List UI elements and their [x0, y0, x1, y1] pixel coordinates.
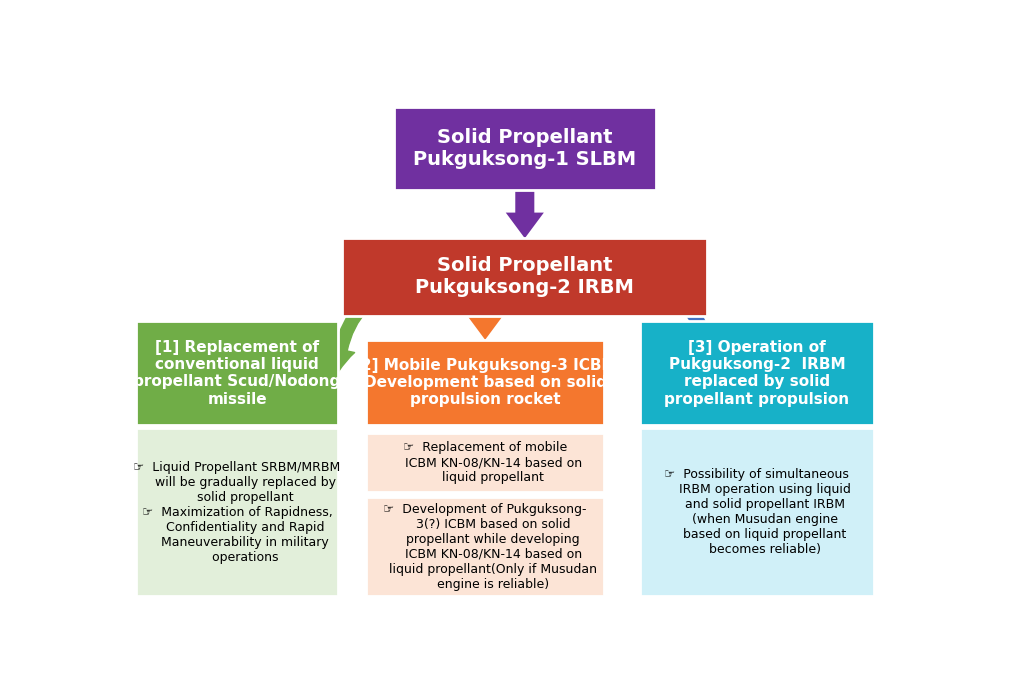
- FancyBboxPatch shape: [136, 428, 338, 596]
- Text: ☞  Development of Pukguksong-
    3(?) ICBM based on solid
    propellant while : ☞ Development of Pukguksong- 3(?) ICBM b…: [373, 503, 597, 591]
- Text: Solid Propellant
Pukguksong-2 IRBM: Solid Propellant Pukguksong-2 IRBM: [416, 257, 634, 298]
- Text: Solid Propellant
Pukguksong-1 SLBM: Solid Propellant Pukguksong-1 SLBM: [414, 128, 636, 169]
- Polygon shape: [506, 190, 544, 238]
- FancyArrowPatch shape: [328, 272, 410, 372]
- Text: ☞  Possibility of simultaneous
    IRBM operation using liquid
    and solid pro: ☞ Possibility of simultaneous IRBM opera…: [663, 468, 851, 556]
- FancyBboxPatch shape: [367, 433, 604, 492]
- FancyBboxPatch shape: [640, 428, 873, 596]
- FancyBboxPatch shape: [367, 498, 604, 596]
- Text: [1] Replacement of
conventional liquid
propellant Scud/Nodong
missile: [1] Replacement of conventional liquid p…: [133, 339, 341, 407]
- Text: [2] Mobile Pukguksong-3 ICBM
Development based on solid
propulsion rocket: [2] Mobile Pukguksong-3 ICBM Development…: [354, 357, 616, 407]
- FancyBboxPatch shape: [136, 321, 338, 425]
- Polygon shape: [466, 314, 504, 340]
- FancyBboxPatch shape: [367, 340, 604, 425]
- FancyArrowPatch shape: [640, 272, 722, 372]
- FancyBboxPatch shape: [640, 321, 873, 425]
- FancyBboxPatch shape: [394, 108, 655, 190]
- FancyBboxPatch shape: [342, 238, 708, 316]
- Text: ☞  Liquid Propellant SRBM/MRBM
    will be gradually replaced by
    solid prope: ☞ Liquid Propellant SRBM/MRBM will be gr…: [133, 461, 341, 564]
- Text: ☞  Replacement of mobile
    ICBM KN-08/KN-14 based on
    liquid propellant: ☞ Replacement of mobile ICBM KN-08/KN-14…: [388, 441, 582, 484]
- Text: [3] Operation of
Pukguksong-2  IRBM
replaced by solid
propellant propulsion: [3] Operation of Pukguksong-2 IRBM repla…: [665, 339, 850, 407]
